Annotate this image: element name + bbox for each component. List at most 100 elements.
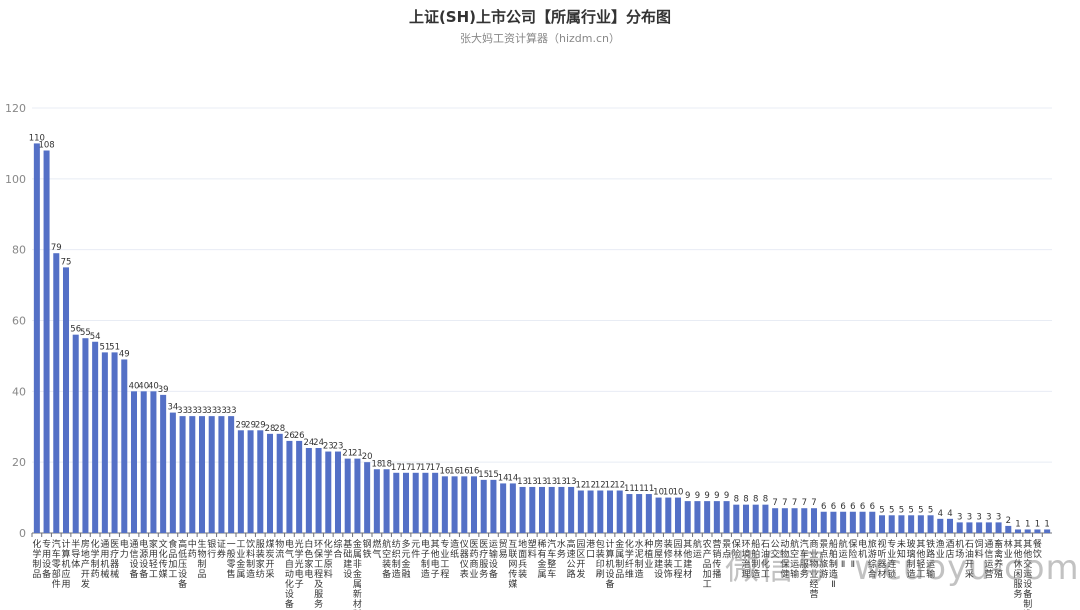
bar[interactable] — [169, 412, 176, 533]
bar[interactable] — [976, 522, 983, 533]
bar[interactable] — [548, 486, 555, 533]
bar[interactable] — [140, 391, 147, 533]
bar[interactable] — [1034, 529, 1041, 533]
bar[interactable] — [354, 458, 361, 533]
bar[interactable] — [432, 472, 439, 533]
bar[interactable] — [179, 416, 186, 533]
bar[interactable] — [684, 501, 691, 533]
bar[interactable] — [665, 497, 672, 533]
bar[interactable] — [325, 451, 332, 533]
bar[interactable] — [733, 504, 740, 533]
bar[interactable] — [742, 504, 750, 533]
bar[interactable] — [344, 458, 351, 533]
bar[interactable] — [956, 522, 963, 533]
bar[interactable] — [917, 515, 924, 533]
bar[interactable] — [577, 490, 584, 534]
bar[interactable] — [461, 476, 468, 533]
bar[interactable] — [470, 476, 478, 533]
bar[interactable] — [869, 511, 876, 533]
bar[interactable] — [558, 486, 565, 533]
bar[interactable] — [723, 501, 730, 533]
bar[interactable] — [908, 515, 915, 533]
bar[interactable] — [888, 515, 895, 533]
bar[interactable] — [150, 391, 157, 533]
bar[interactable] — [538, 486, 546, 533]
bar[interactable] — [1024, 529, 1031, 533]
bar[interactable] — [364, 462, 371, 533]
bar[interactable] — [616, 490, 623, 534]
bar[interactable] — [422, 472, 429, 533]
bar[interactable] — [859, 511, 866, 533]
bar[interactable] — [72, 334, 79, 533]
bar[interactable] — [568, 486, 575, 533]
bar[interactable] — [636, 494, 643, 533]
bar[interactable] — [43, 150, 50, 534]
bar[interactable] — [82, 338, 89, 533]
bar[interactable] — [500, 483, 507, 533]
bar[interactable] — [966, 522, 973, 533]
bar[interactable] — [597, 490, 604, 534]
bar[interactable] — [587, 490, 594, 534]
bar[interactable] — [801, 508, 808, 533]
bar[interactable] — [985, 522, 992, 533]
bar[interactable] — [62, 267, 70, 533]
bar[interactable] — [898, 515, 905, 533]
bar[interactable] — [276, 433, 283, 533]
bar[interactable] — [655, 497, 662, 533]
bar[interactable] — [704, 501, 711, 533]
bar[interactable] — [393, 472, 400, 533]
bar[interactable] — [121, 359, 128, 533]
bar[interactable] — [830, 511, 837, 533]
bar[interactable] — [772, 508, 779, 533]
bar[interactable] — [441, 476, 448, 533]
bar[interactable] — [519, 486, 526, 533]
bar[interactable] — [383, 469, 390, 533]
bar[interactable] — [101, 352, 108, 533]
bar[interactable] — [208, 416, 215, 533]
bar[interactable] — [296, 440, 303, 533]
bar[interactable] — [92, 341, 99, 533]
bar[interactable] — [713, 501, 720, 533]
bar[interactable] — [237, 430, 244, 533]
bar[interactable] — [820, 511, 827, 533]
bar[interactable] — [937, 518, 944, 533]
bar[interactable] — [402, 472, 410, 533]
bar[interactable] — [247, 430, 254, 533]
bar[interactable] — [451, 476, 458, 533]
bar[interactable] — [334, 451, 342, 533]
bar[interactable] — [509, 483, 516, 533]
bar[interactable] — [645, 494, 652, 533]
bar[interactable] — [412, 472, 419, 533]
bar[interactable] — [305, 448, 312, 533]
bar[interactable] — [781, 508, 788, 533]
bar[interactable] — [626, 494, 633, 533]
bar[interactable] — [791, 508, 798, 533]
bar[interactable] — [674, 497, 682, 533]
bar[interactable] — [946, 518, 954, 533]
bar[interactable] — [53, 253, 60, 534]
bar[interactable] — [1044, 529, 1051, 533]
bar[interactable] — [198, 416, 206, 533]
bar[interactable] — [1005, 525, 1012, 533]
bar[interactable] — [160, 394, 167, 533]
bar[interactable] — [752, 504, 759, 533]
bar[interactable] — [849, 511, 856, 533]
bar[interactable] — [606, 490, 614, 534]
bar[interactable] — [286, 440, 293, 533]
bar[interactable] — [315, 448, 322, 533]
bar[interactable] — [480, 479, 487, 533]
bar[interactable] — [810, 508, 818, 533]
bar[interactable] — [995, 522, 1002, 533]
bar[interactable] — [373, 469, 380, 533]
bar[interactable] — [529, 486, 536, 533]
bar[interactable] — [130, 391, 138, 533]
bar[interactable] — [878, 515, 886, 533]
bar[interactable] — [266, 433, 274, 533]
bar[interactable] — [840, 511, 847, 533]
bar[interactable] — [927, 515, 934, 533]
bar[interactable] — [257, 430, 264, 533]
bar[interactable] — [189, 416, 196, 533]
bar[interactable] — [218, 416, 225, 533]
bar[interactable] — [111, 352, 118, 533]
bar[interactable] — [694, 501, 701, 533]
